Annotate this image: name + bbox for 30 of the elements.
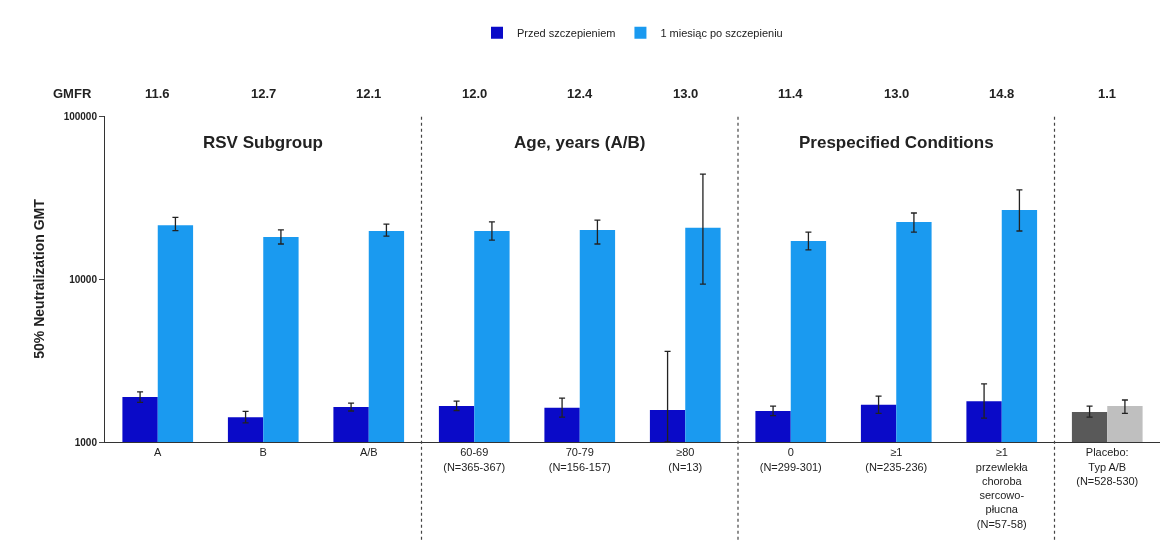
x-tick-label: 0 (N=299-301) bbox=[759, 446, 822, 473]
text: 12.1 bbox=[356, 86, 382, 101]
text: 12.7 bbox=[251, 86, 277, 101]
x-tick-label: 70-79 (N=156-157) bbox=[548, 446, 611, 473]
text: 12.0 bbox=[462, 86, 488, 101]
text: 12.4 bbox=[567, 86, 594, 101]
x-tick-label: ≥1 (N=235-236) bbox=[865, 446, 928, 473]
text: 14.8 bbox=[989, 86, 1015, 101]
text: 13.0 bbox=[673, 86, 699, 101]
legend-label: Przed szczepieniem bbox=[517, 26, 616, 39]
x-tick-label: ≥80 (N=13) bbox=[668, 446, 703, 473]
text: 13.0 bbox=[884, 86, 910, 101]
annotation: RSV Subgroup bbox=[203, 133, 323, 152]
text: 11.6 bbox=[145, 86, 170, 101]
text: 1.1 bbox=[1098, 86, 1117, 101]
text: GMFR bbox=[53, 86, 92, 101]
y-tick-label: 1000 bbox=[74, 436, 98, 448]
y-tick-label: 100000 bbox=[63, 110, 98, 122]
y-tick-label: 10000 bbox=[69, 273, 98, 285]
x-tick-label: B bbox=[259, 446, 267, 459]
x-tick-label: Placebo: Typ A/B (N=528-530) bbox=[1076, 446, 1139, 487]
x-tick-label: A bbox=[154, 446, 163, 459]
annotation: Prespecified Conditions bbox=[799, 133, 994, 152]
annotation: Age, years (A/B) bbox=[514, 133, 646, 152]
text: 11.4 bbox=[778, 86, 804, 101]
y-axis-title: 50% Neutralization GMT bbox=[31, 198, 48, 359]
legend-label: 1 miesiąc po szczepieniu bbox=[660, 26, 783, 39]
x-tick-label: A/B bbox=[359, 446, 378, 459]
x-tick-label: ≥1 przewlekła choroba sercowo- płucna (N=57-58) bbox=[975, 446, 1029, 530]
x-tick-label: 60-69 (N=365-367) bbox=[443, 446, 506, 473]
